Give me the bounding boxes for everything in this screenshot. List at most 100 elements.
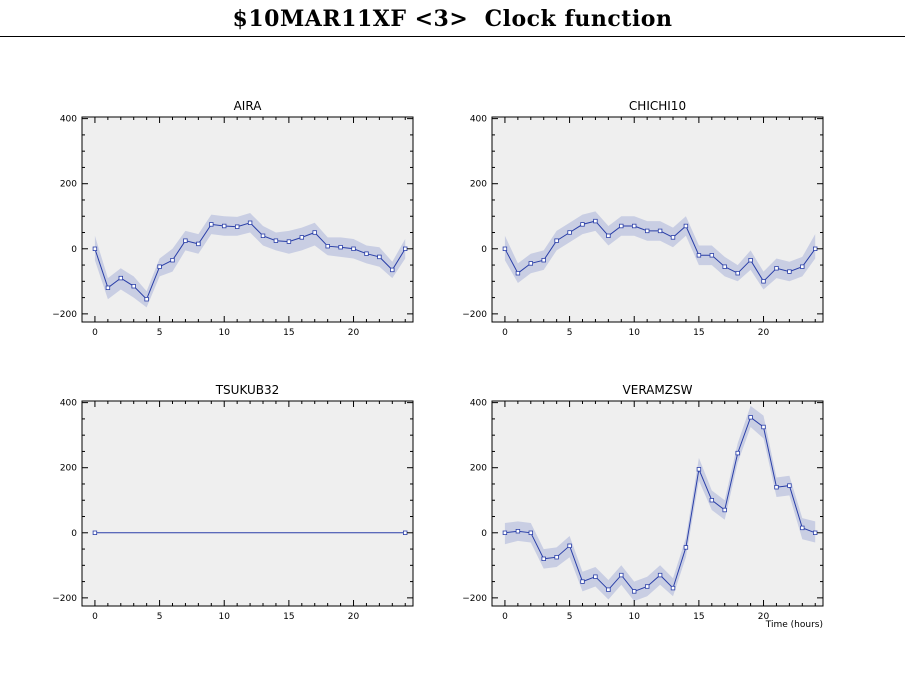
data-point: [593, 574, 598, 579]
x-tick-label: 15: [693, 328, 704, 338]
x-tick-label: 5: [157, 612, 163, 622]
data-point: [722, 264, 727, 269]
data-point: [735, 450, 740, 456]
plot-frame: [81, 400, 414, 607]
plot-frame: [491, 400, 824, 607]
x-tick-label: 20: [348, 328, 360, 338]
data-point: [157, 264, 162, 269]
data-point: [722, 507, 727, 513]
x-tick-label: 20: [758, 612, 770, 622]
data-point: [377, 254, 382, 260]
x-tick-label: 15: [693, 612, 704, 622]
data-point: [567, 230, 572, 235]
x-tick-label: 0: [502, 612, 508, 622]
data-point: [390, 267, 395, 273]
data-point: [709, 497, 714, 503]
y-tick-label: 0: [71, 245, 77, 255]
data-point: [670, 585, 676, 591]
data-point: [209, 222, 214, 227]
x-tick-label: 20: [348, 612, 360, 622]
data-point: [554, 555, 559, 560]
data-point: [619, 223, 624, 229]
plot-frame: [81, 116, 414, 323]
data-point: [800, 525, 805, 531]
data-point: [118, 275, 123, 281]
data-point: [502, 530, 508, 535]
data-point: [402, 246, 408, 251]
data-point: [528, 261, 533, 266]
error-band: [504, 211, 816, 290]
data-point: [748, 415, 753, 420]
data-point: [273, 238, 279, 243]
data-point: [502, 246, 508, 251]
data-point: [735, 270, 740, 276]
chart-title: VERAMZSW: [623, 383, 693, 397]
data-point: [683, 545, 689, 550]
data-point: [196, 241, 201, 247]
data-point: [619, 572, 624, 578]
data-point: [787, 483, 792, 488]
data-point: [338, 244, 343, 250]
data-point: [325, 243, 330, 249]
data-point: [632, 223, 637, 229]
x-tick-label: 10: [629, 328, 641, 338]
data-point: [800, 264, 805, 269]
x-tick-label: 5: [567, 328, 573, 338]
data-point: [144, 296, 149, 302]
data-point: [541, 556, 546, 561]
data-point: [92, 246, 98, 251]
chart-title: TSUKUB32: [215, 383, 280, 397]
data-point: [260, 233, 266, 238]
data-point: [683, 223, 689, 229]
x-tick-label: 0: [92, 328, 98, 338]
data-point: [170, 257, 175, 263]
x-tick-label: 5: [567, 612, 573, 622]
x-tick-label: 15: [283, 328, 294, 338]
data-point: [580, 579, 585, 584]
y-tick-label: 200: [470, 464, 487, 474]
data-point: [221, 223, 227, 229]
chart-title: AIRA: [234, 99, 263, 113]
data-point: [528, 530, 533, 535]
data-point: [774, 484, 779, 490]
plot-area: [82, 401, 413, 606]
title-divider: [0, 36, 905, 37]
data-point: [402, 530, 408, 535]
data-point: [131, 283, 136, 289]
y-tick-label: −200: [52, 594, 77, 604]
data-point: [657, 572, 663, 578]
x-tick-label: 0: [502, 328, 508, 338]
y-tick-label: 200: [60, 464, 77, 474]
data-point: [567, 543, 572, 548]
data-point: [515, 529, 521, 534]
y-tick-label: 200: [60, 180, 77, 190]
x-axis-label: Time (hours): [765, 620, 823, 630]
data-point: [105, 285, 111, 290]
data-point: [696, 253, 702, 258]
plot-area: [492, 117, 823, 322]
chart-panel: 0 5 10 15 20 −200 0 200 400 CHICHI10: [462, 99, 824, 338]
y-tick-label: −200: [462, 310, 487, 320]
data-point: [554, 238, 559, 243]
data-point: [299, 235, 304, 240]
y-tick-label: −200: [462, 594, 487, 604]
y-tick-label: 0: [71, 529, 77, 539]
chart-panel: 0 5 10 15 20 −200 0 200 400 AIRA: [52, 99, 414, 338]
x-tick-label: 10: [629, 612, 641, 622]
chart-panel: 0 5 10 15 20 −200 0 200 400 VERAMZSW Time (hours): [462, 383, 824, 630]
data-point: [515, 270, 521, 276]
data-point: [761, 424, 766, 430]
data-point: [813, 530, 818, 535]
x-tick-label: 5: [157, 328, 163, 338]
data-point: [541, 257, 546, 263]
chart-title: CHICHI10: [629, 99, 686, 113]
data-point: [787, 269, 792, 274]
data-point: [774, 266, 779, 271]
error-band: [94, 213, 406, 308]
data-point: [761, 279, 766, 284]
page-title: $10MAR11XF <3> Clock function: [232, 6, 673, 32]
data-point: [813, 246, 818, 251]
plot-frame: [491, 116, 824, 323]
data-point: [657, 228, 663, 234]
